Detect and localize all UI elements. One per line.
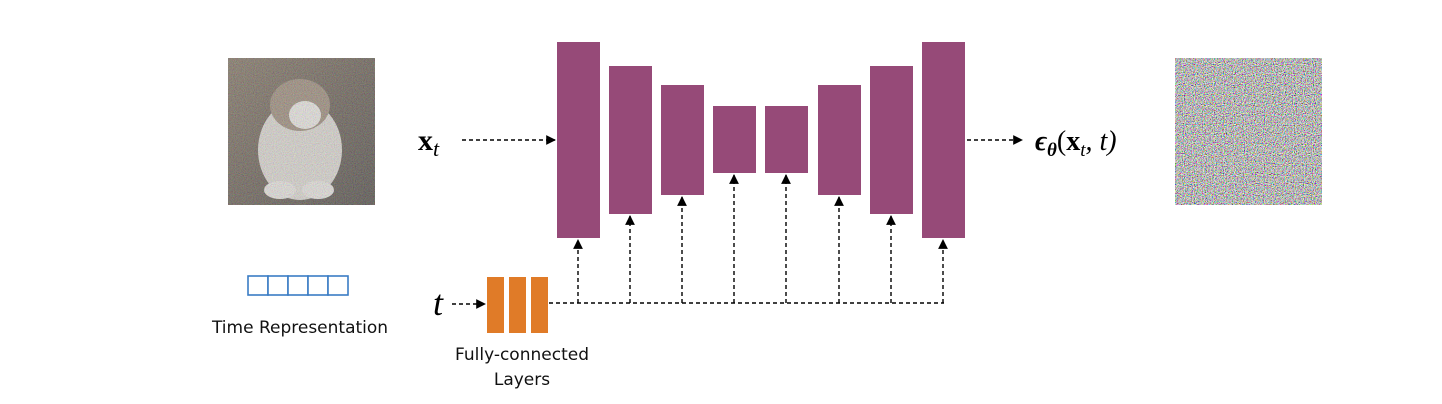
time-representation-label: Time Representation (211, 318, 388, 338)
fc-layer (509, 277, 526, 333)
unet (557, 42, 965, 238)
theta: θ (1047, 140, 1057, 161)
conditioning (549, 174, 948, 304)
input-symbol: x (418, 124, 433, 157)
fc-layers (487, 277, 548, 333)
unet-block (870, 66, 913, 214)
time-symbol: t (433, 283, 444, 323)
fc-label-line: Layers (494, 370, 550, 390)
fc-label-line: Fully-connected (455, 345, 589, 365)
fc-layer (487, 277, 504, 333)
epsilon: ϵ (1035, 126, 1048, 157)
input-label: xt (418, 124, 440, 161)
unet-block (922, 42, 965, 238)
time-representation-boxes (247, 275, 349, 296)
unet-block (818, 85, 861, 195)
input-image (228, 58, 375, 205)
time-cell (327, 275, 349, 296)
time-cell (247, 275, 269, 296)
x-symbol: x (1066, 126, 1080, 157)
unet-block (609, 66, 652, 214)
args-close: , t) (1086, 126, 1117, 157)
time-cell (307, 275, 329, 296)
paren: ( (1057, 126, 1066, 157)
unet-block (713, 106, 756, 173)
x-subscript: t (1080, 140, 1086, 161)
unet-block (765, 106, 808, 173)
image-noise (228, 58, 375, 205)
output-label: ϵθ(xt, t) (1035, 126, 1117, 161)
input-subscript: t (433, 136, 440, 161)
unet-block (661, 85, 704, 195)
time-cell (267, 275, 289, 296)
output-image (1175, 58, 1322, 205)
time-cell (287, 275, 309, 296)
fc-layer (531, 277, 548, 333)
unet-block (557, 42, 600, 238)
